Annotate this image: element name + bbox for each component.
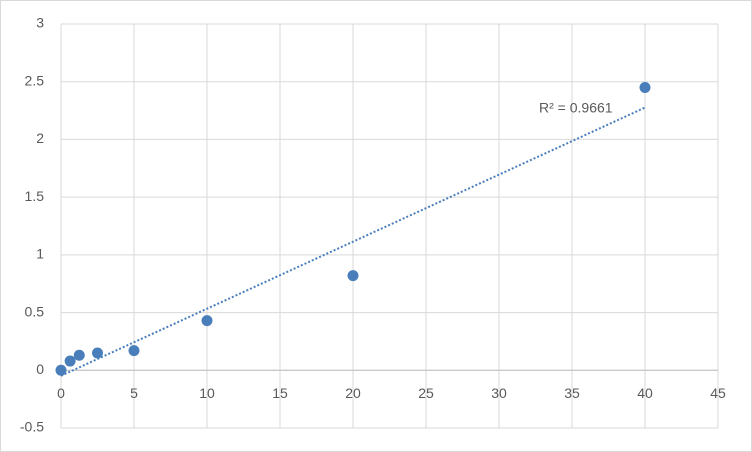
x-tick-label: 30 [491, 385, 507, 401]
point [347, 270, 359, 282]
x-tick-label: 25 [418, 385, 434, 401]
x-tick-label: 45 [710, 385, 726, 401]
y-tick-label: -0.5 [20, 419, 44, 435]
y-tick-label: 0 [36, 361, 44, 377]
x-tick-label: 10 [199, 385, 215, 401]
point [201, 315, 213, 327]
x-tick-label: 20 [345, 385, 361, 401]
trendline-label: R² = 0.9661 [539, 100, 613, 116]
point [128, 345, 140, 357]
trendline [60, 106, 646, 377]
point [73, 349, 85, 361]
y-tick-label: 1.5 [25, 188, 45, 204]
point [639, 81, 651, 93]
point [64, 355, 76, 367]
y-tick-label: 0.5 [25, 303, 45, 319]
x-tick-label: 35 [564, 385, 580, 401]
point [92, 347, 103, 359]
x-tick-label: 5 [130, 385, 138, 401]
y-tick-label: 3 [36, 15, 44, 31]
x-tick-label: 0 [57, 385, 65, 401]
x-tick-label: 15 [272, 385, 288, 401]
point [55, 364, 67, 376]
y-tick-label: 2.5 [25, 72, 45, 88]
y-tick-label: 2 [36, 130, 44, 146]
x-tick-label: 40 [637, 385, 653, 401]
y-tick-label: 1 [36, 246, 44, 262]
